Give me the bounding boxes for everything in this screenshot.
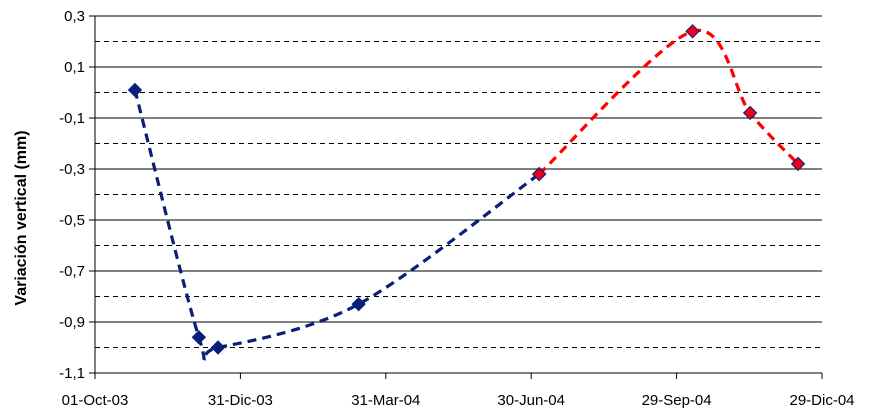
data-point-marker [191, 330, 207, 345]
y-tick-label: -0,5 [59, 212, 85, 229]
y-tick-label: 0,3 [64, 8, 85, 25]
x-tick-label: 31-Dic-03 [208, 392, 273, 409]
data-point-marker [531, 166, 547, 182]
series-markers [127, 24, 806, 355]
x-tick-label: 29-Dic-04 [789, 392, 854, 409]
x-axis: 01-Oct-03 31-Dic-03 31-Mar-04 30-Jun-04 29-S… [62, 372, 855, 409]
y-tick-label: -0,3 [59, 161, 85, 178]
y-tick-label: -0,1 [59, 110, 85, 127]
grid [95, 15, 822, 374]
y-tick-label: 0,1 [64, 59, 85, 76]
data-point-marker [127, 82, 143, 98]
x-tick-label: 01-Oct-03 [62, 392, 129, 409]
data-point-marker [210, 340, 226, 355]
y-axis: 0,3 0,1 -0,1 -0,3 -0,5 -0,7 -0,9 -1,1 [59, 8, 96, 382]
series-line-1 [133, 89, 541, 362]
data-point-marker [790, 156, 806, 172]
data-point-marker [351, 296, 366, 312]
y-tick-label: -0,7 [59, 263, 85, 280]
x-tick-label: 29-Sep-04 [642, 392, 712, 409]
y-tick-label: -1,1 [59, 365, 85, 382]
x-tick-label: 30-Jun-04 [497, 392, 565, 409]
y-axis-title: Variación vertical (mm) [13, 130, 30, 305]
data-point-marker [685, 24, 700, 39]
data-point-marker [742, 105, 758, 121]
x-tick-label: 31-Mar-04 [351, 392, 420, 409]
y-tick-label: -0,9 [59, 314, 85, 331]
series-lines [133, 28, 800, 362]
series-line-2 [538, 28, 800, 176]
